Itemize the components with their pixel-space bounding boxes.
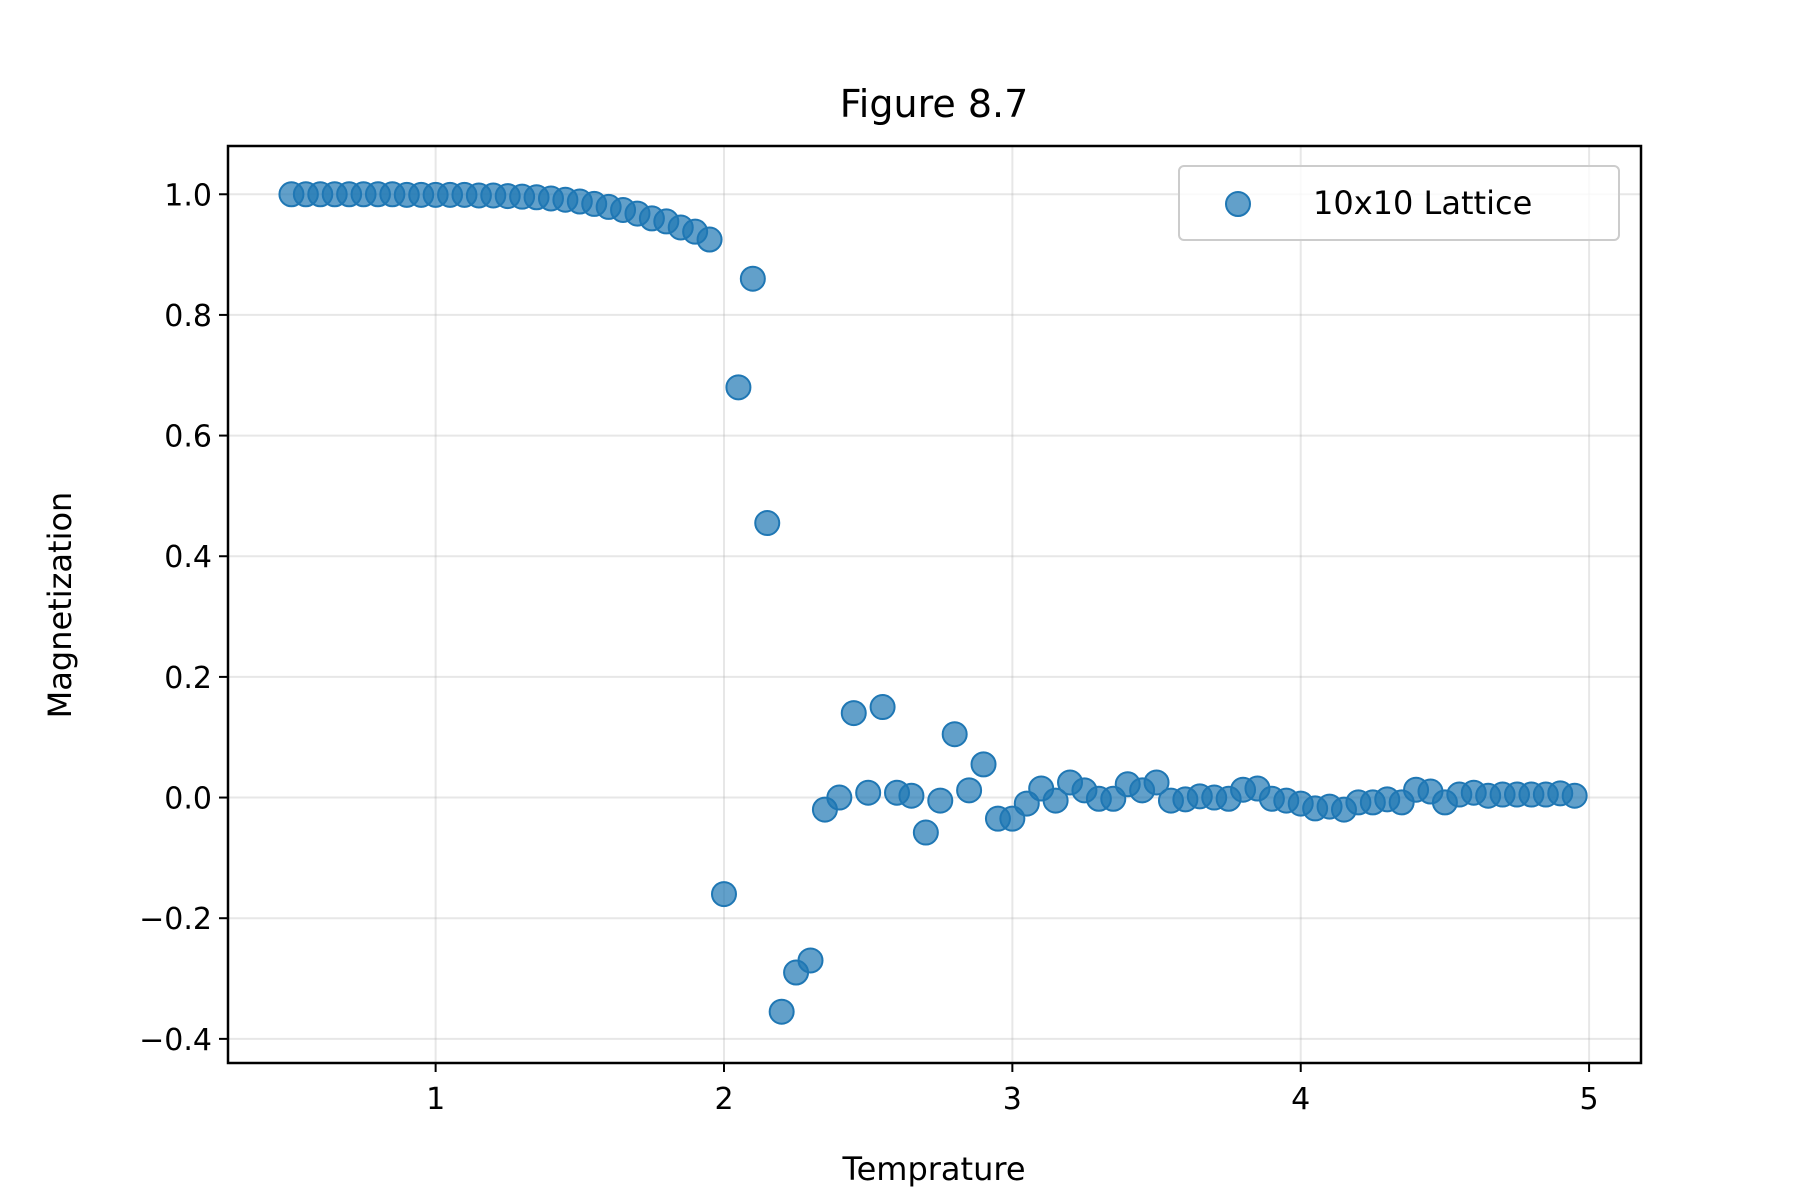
y-axis-label: Magnetization bbox=[41, 492, 79, 719]
data-point bbox=[912, 819, 939, 846]
data-point bbox=[956, 777, 983, 804]
data-point bbox=[898, 782, 925, 809]
y-tick-label: 0.0 bbox=[164, 782, 212, 817]
data-point bbox=[768, 998, 795, 1025]
data-point bbox=[1143, 769, 1170, 796]
x-tick-label: 5 bbox=[1580, 1082, 1599, 1117]
data-point bbox=[855, 779, 882, 806]
y-tick-label: 0.2 bbox=[164, 661, 212, 696]
x-tick-label: 3 bbox=[1003, 1082, 1022, 1117]
data-point bbox=[1042, 787, 1069, 814]
legend-frame bbox=[1178, 165, 1620, 241]
y-tick-label: −0.4 bbox=[139, 1023, 212, 1058]
x-tick-label: 4 bbox=[1291, 1082, 1310, 1117]
x-tick-label: 1 bbox=[426, 1082, 445, 1117]
grid-lines bbox=[228, 146, 1641, 1063]
plot-area-frame bbox=[226, 144, 1643, 1065]
y-tick-label: 0.6 bbox=[164, 420, 212, 455]
data-point bbox=[840, 700, 867, 727]
data-point bbox=[927, 787, 954, 814]
data-point bbox=[754, 510, 781, 537]
data-point bbox=[739, 265, 766, 292]
legend-label: 10x10 Lattice bbox=[1313, 184, 1532, 222]
y-tick-label: −0.2 bbox=[139, 902, 212, 937]
y-tick-label: 0.4 bbox=[164, 540, 212, 575]
data-point bbox=[941, 721, 968, 748]
x-axis-label: Temprature bbox=[841, 1150, 1025, 1188]
plot-area-background bbox=[228, 146, 1641, 1063]
data-point bbox=[696, 226, 723, 253]
data-point bbox=[970, 751, 997, 778]
legend: 10x10 Lattice bbox=[1178, 165, 1620, 241]
y-axis-ticks: −0.4 −0.2 0.0 0.2 0.4 0.6 0.8 1.0 bbox=[139, 178, 228, 1058]
data-point bbox=[797, 947, 824, 974]
data-point bbox=[710, 881, 737, 908]
x-axis-ticks: 1 2 3 4 5 bbox=[426, 1063, 1599, 1117]
data-point bbox=[826, 784, 853, 811]
y-tick-label: 1.0 bbox=[164, 178, 212, 213]
data-point bbox=[1561, 782, 1588, 809]
y-tick-label: 0.8 bbox=[164, 299, 212, 334]
legend-marker bbox=[1225, 191, 1251, 217]
chart-title: Figure 8.7 bbox=[840, 82, 1029, 126]
data-point bbox=[869, 694, 896, 721]
data-point bbox=[725, 374, 752, 401]
x-tick-label: 2 bbox=[714, 1082, 733, 1117]
data-points bbox=[278, 181, 1588, 1025]
